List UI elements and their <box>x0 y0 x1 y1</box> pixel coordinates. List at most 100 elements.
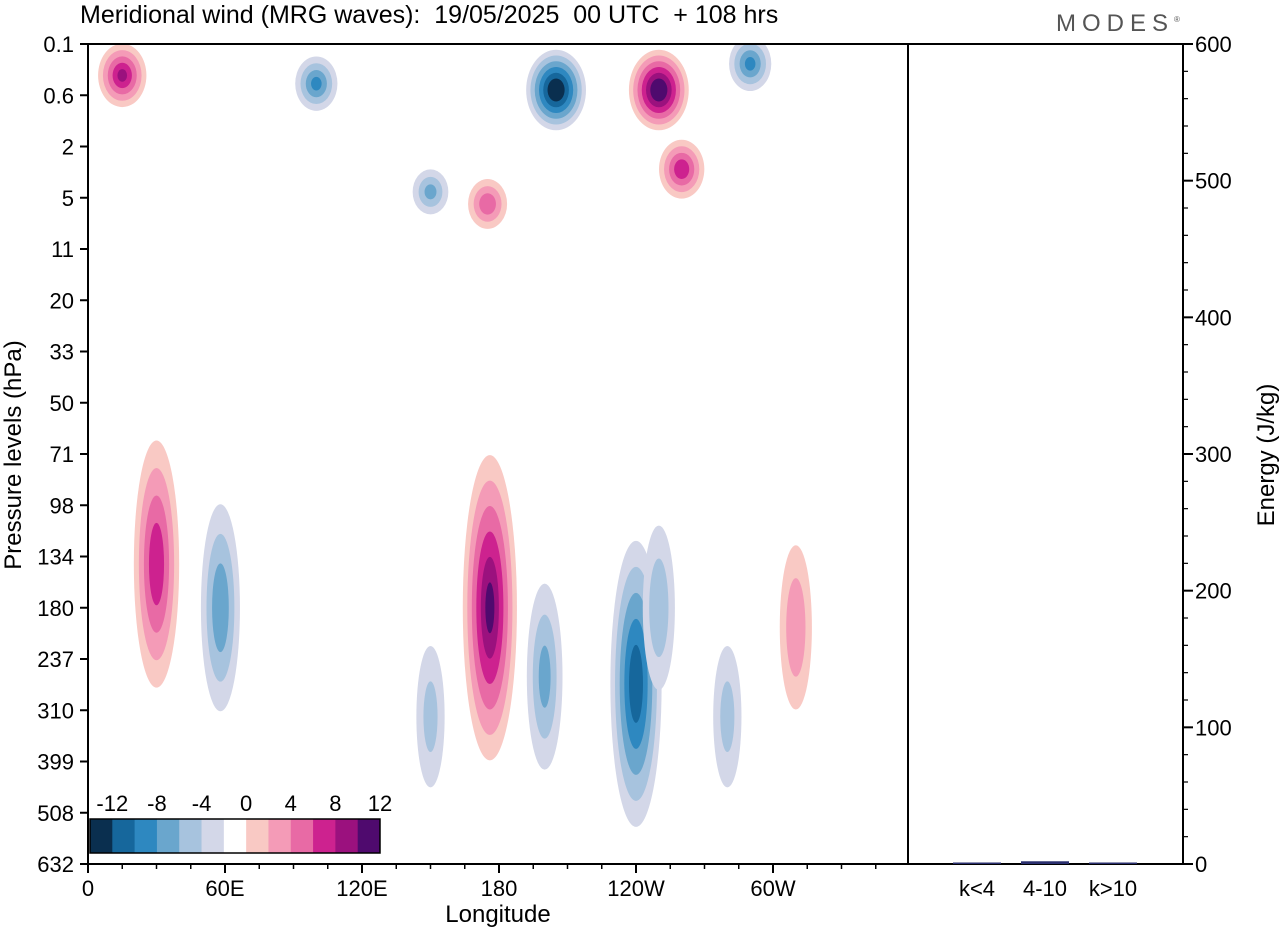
wind-anomaly-feature <box>713 646 742 788</box>
wind-anomaly-feature <box>628 49 689 131</box>
contour-band <box>674 159 690 179</box>
wind-anomaly-feature <box>526 583 563 770</box>
y-tick-label: 20 <box>50 288 74 313</box>
y-tick-label: 98 <box>50 493 74 518</box>
y-tick-label: 180 <box>37 596 74 621</box>
y-tick-label: 50 <box>50 391 74 416</box>
y-tick-label: 5 <box>62 186 74 211</box>
energy-category-label: k>10 <box>1089 876 1137 901</box>
y-axis: 0.1 0.6 2 5 11 20 33 50 71 98 134 180 237 310 399 508 63… <box>37 32 88 877</box>
y-tick-label: 237 <box>37 647 74 672</box>
contour-band <box>547 78 565 102</box>
contour-band <box>744 57 756 71</box>
colorbar-label: -12 <box>96 791 128 816</box>
contour-band <box>424 184 437 200</box>
y-tick-label: 0.1 <box>43 32 74 57</box>
energy-bar <box>953 862 1001 864</box>
contour-band <box>538 645 551 708</box>
wind-anomaly-feature <box>412 169 449 215</box>
energy-category-label: k<4 <box>959 876 995 901</box>
colorbar-swatch <box>156 819 180 853</box>
colorbar-swatch <box>357 819 381 853</box>
y-tick-label: 33 <box>50 340 74 365</box>
heatmap-field <box>98 44 812 827</box>
contour-band <box>148 522 165 606</box>
colorbar-swatch <box>313 819 336 853</box>
energy-panel-frame <box>907 43 1184 865</box>
colorbar-swatch <box>268 819 292 853</box>
x-tick-label: 0 <box>82 876 94 901</box>
y-tick-label: 508 <box>37 801 74 826</box>
contour-band <box>212 563 229 653</box>
contour-band <box>479 193 496 215</box>
y-tick-label: 71 <box>50 442 74 467</box>
contour-band <box>629 644 643 723</box>
colorbar-swatch <box>335 819 359 853</box>
wind-anomaly-feature <box>468 179 508 229</box>
energy-bar <box>1021 861 1069 864</box>
contour-band <box>650 78 668 102</box>
y-tick-label: 632 <box>37 852 74 877</box>
y-axis-label: Pressure levels (hPa) <box>0 340 27 569</box>
contour-band <box>423 681 438 753</box>
colorbar-label: 4 <box>285 791 297 816</box>
energy-tick-label: 400 <box>1195 305 1232 330</box>
y-tick-label: 2 <box>62 135 74 160</box>
energy-tick-label: 600 <box>1195 32 1232 57</box>
x-tick-label: 120E <box>336 876 387 901</box>
contour-band <box>485 582 495 634</box>
wind-anomaly-feature <box>133 440 180 688</box>
colorbar-swatch <box>201 819 225 853</box>
contour-band <box>786 578 806 677</box>
x-tick-label: 180 <box>481 876 518 901</box>
y-tick-label: 0.6 <box>43 83 74 108</box>
energy-axis-label: Energy (J/kg) <box>1253 384 1280 527</box>
colorbar-frame <box>89 818 381 854</box>
colorbar: -12 -8 -4 0 4 8 12 <box>89 791 392 854</box>
wind-anomaly-feature <box>200 504 240 712</box>
contour-band <box>720 681 735 753</box>
wind-anomaly-feature <box>729 44 772 92</box>
wind-anomaly-feature <box>526 49 587 131</box>
colorbar-swatch <box>246 819 269 853</box>
energy-axis: 0 100 200 300 400 500 600 <box>1183 32 1232 877</box>
y-tick-label: 310 <box>37 698 74 723</box>
colorbar-swatch <box>90 819 113 853</box>
wind-anomaly-feature <box>416 646 445 788</box>
energy-bars: k<4 4-10 k>10 <box>953 861 1137 901</box>
wind-anomaly-feature <box>295 56 338 111</box>
colorbar-label: -4 <box>192 791 212 816</box>
y-tick-label: 399 <box>37 750 74 775</box>
wind-anomaly-feature <box>98 44 147 108</box>
y-tick-label: 134 <box>37 545 74 570</box>
registered-icon: ® <box>1174 15 1180 24</box>
energy-tick-label: 500 <box>1195 169 1232 194</box>
chart-title: Meridional wind (MRG waves): 19/05/2025 … <box>80 1 779 29</box>
colorbar-label: 8 <box>329 791 341 816</box>
energy-tick-label: 200 <box>1195 579 1232 604</box>
colorbar-swatch <box>290 819 314 853</box>
colorbar-swatch <box>179 819 203 853</box>
y-tick-label: 11 <box>51 237 74 262</box>
wind-anomaly-feature <box>659 139 705 199</box>
colorbar-label: 12 <box>368 791 392 816</box>
x-axis-label: Longitude <box>445 901 550 928</box>
energy-tick-label: 300 <box>1195 442 1232 467</box>
colorbar-label: 0 <box>240 791 252 816</box>
contour-band <box>311 76 322 91</box>
wind-anomaly-feature <box>462 455 517 761</box>
modes-logo: MODES® <box>1056 10 1180 38</box>
x-tick-label: 120W <box>607 876 665 901</box>
energy-tick-label: 0 <box>1195 852 1207 877</box>
contour-band <box>117 69 128 82</box>
x-tick-label: 60W <box>750 876 795 901</box>
colorbar-swatch <box>134 819 158 853</box>
contour-band <box>649 558 669 658</box>
colorbar-swatch <box>223 819 247 853</box>
colorbar-swatch <box>112 819 136 853</box>
wind-anomaly-feature <box>779 545 812 710</box>
wind-anomaly-feature <box>642 525 675 690</box>
x-axis: 0 60E 120E 180 120W 60W <box>82 864 877 901</box>
energy-category-label: 4-10 <box>1023 876 1067 901</box>
